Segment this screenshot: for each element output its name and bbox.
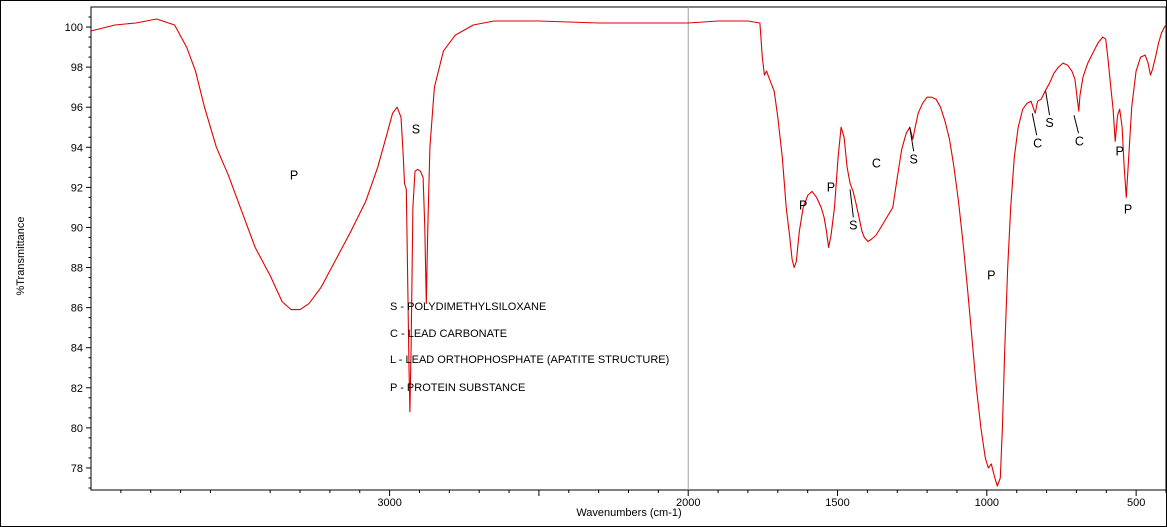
peak-annotation: C (1033, 136, 1042, 150)
x-tick-label: 500 (1127, 497, 1145, 509)
callout-line (909, 127, 915, 152)
legend-block: S - POLYDIMETHYLSILOXANE C - LEAD CARBONA… (390, 301, 669, 394)
peak-annotation: P (1116, 144, 1124, 158)
y-axis: 100 98 96 94 92 90 88 86 84 82 80 78 (65, 16, 91, 489)
peak-annotation: S (412, 122, 420, 136)
x-tick-label: 3000 (377, 497, 401, 509)
y-tick-label: 84 (71, 343, 83, 355)
peak-annotation: P (827, 180, 835, 194)
peak-annotation: C (872, 156, 881, 170)
legend-entry: L - LEAD ORTHOPHOSPHATE (APATITE STRUCTU… (390, 354, 669, 366)
legend-entry: P - PROTEIN SUBSTANCE (390, 382, 525, 394)
plot-frame (90, 6, 1167, 491)
y-tick-label: 88 (71, 263, 83, 275)
legend-entry: C - LEAD CARBONATE (390, 328, 507, 340)
peak-annotation: S (910, 152, 918, 166)
x-tick-label: 1500 (825, 497, 849, 509)
x-tick-label: 2000 (676, 497, 700, 509)
peak-annotation: P (799, 198, 807, 212)
callout-line (1031, 113, 1038, 136)
series-group (90, 18, 1167, 487)
y-tick-label: 82 (71, 383, 83, 395)
callout-line (1073, 115, 1079, 134)
series-line-0 (90, 18, 1167, 487)
y-tick-label: 80 (71, 423, 83, 435)
peak-annotation: P (987, 269, 995, 283)
y-tick-label: 94 (71, 142, 83, 154)
peak-annotation: P (1124, 202, 1132, 216)
callout-line (1045, 91, 1051, 116)
y-tick-label: 100 (65, 22, 83, 34)
x-tick-label: 1000 (975, 497, 999, 509)
y-axis-label: %Transmittance (15, 216, 27, 295)
peak-annotation: C (1075, 134, 1084, 148)
peak-annotation: S (1045, 116, 1053, 130)
callout-line (849, 189, 854, 218)
y-tick-label: 78 (71, 463, 83, 475)
x-axis-label: Wavenumbers (cm-1) (576, 507, 681, 519)
y-tick-label: 96 (71, 102, 83, 114)
legend-entry: S - POLYDIMETHYLSILOXANE (390, 301, 546, 313)
x-axis: 3000 2000 1500 1000 500 (120, 490, 1167, 509)
y-tick-label: 90 (71, 222, 83, 234)
peak-annotation: S (849, 218, 857, 232)
y-tick-label: 92 (71, 182, 83, 194)
y-tick-label: 98 (71, 62, 83, 74)
peak-annotation: P (290, 168, 298, 182)
y-tick-label: 86 (71, 303, 83, 315)
